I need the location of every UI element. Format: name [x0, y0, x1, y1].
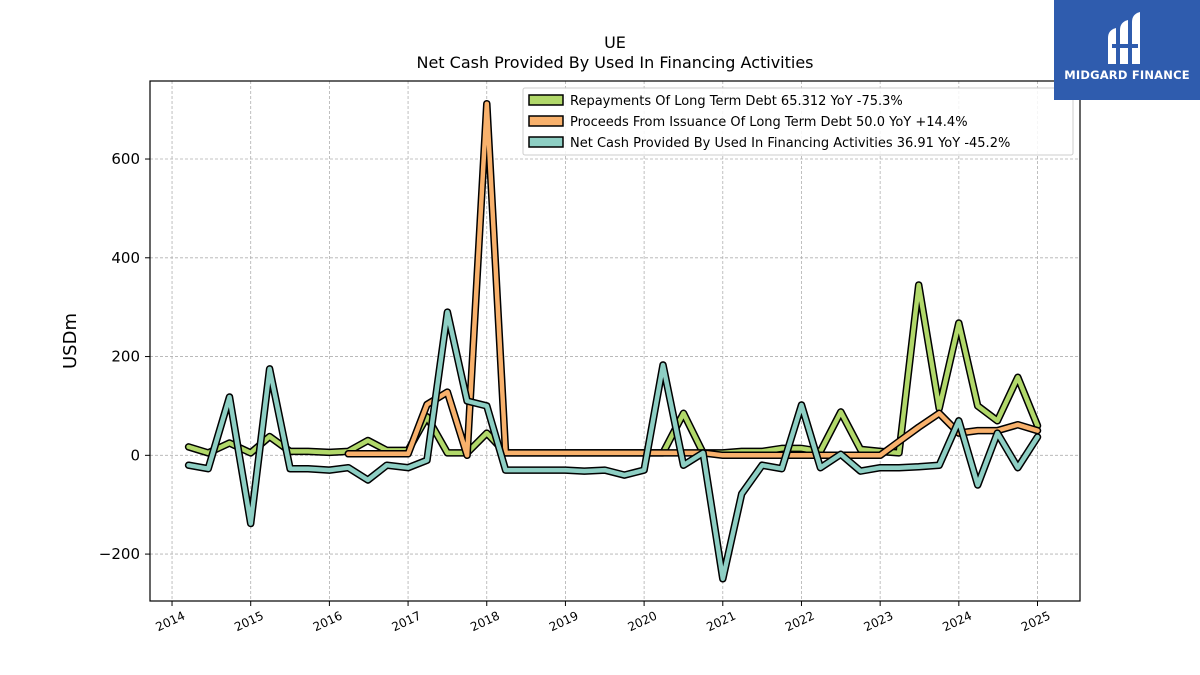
x-tick-label: 2015 — [232, 609, 266, 635]
series-line-1 — [346, 101, 1040, 458]
legend-label: Proceeds From Issuance Of Long Term Debt… — [570, 115, 968, 130]
series-line-0 — [186, 282, 1040, 456]
series-line-2 — [186, 309, 1040, 582]
legend-label: Repayments Of Long Term Debt 65.312 YoY … — [570, 94, 903, 109]
midgard-logo: MIDGARD FINANCE — [1054, 0, 1200, 100]
x-tick-label: 2018 — [468, 609, 502, 635]
x-tick-label: 2021 — [704, 609, 738, 635]
x-tick-label: 2017 — [390, 609, 424, 635]
logo-text: MIDGARD FINANCE — [1064, 68, 1190, 82]
legend: Repayments Of Long Term Debt 65.312 YoY … — [522, 87, 1074, 156]
x-tick-label: 2022 — [783, 609, 817, 635]
y-axis-label: USDm — [60, 313, 81, 369]
legend-swatch — [528, 136, 564, 148]
y-tick-label: −200 — [99, 545, 140, 563]
chart-title: UE — [604, 33, 626, 52]
x-tick-label: 2023 — [862, 609, 896, 635]
legend-swatch — [528, 115, 564, 127]
grid — [150, 81, 1080, 601]
axes: 2014 2015 2016 2017 2018 2019 2020 2021 2022 2023… — [99, 150, 1053, 634]
x-tick-label: 2025 — [1019, 609, 1053, 635]
legend-box — [522, 87, 1074, 156]
y-tick-label: 400 — [111, 249, 140, 267]
x-tick-label: 2024 — [940, 609, 974, 635]
y-tick-label: 200 — [111, 348, 140, 366]
legend-label: Net Cash Provided By Used In Financing A… — [570, 136, 1010, 151]
x-tick-label: 2019 — [547, 609, 581, 635]
x-tick-label: 2020 — [626, 609, 660, 635]
x-tick-label: 2016 — [311, 609, 345, 635]
midgard-logo-icon — [1108, 12, 1140, 64]
y-tick-label: 0 — [130, 446, 140, 464]
plot-frame — [149, 80, 1081, 602]
legend-swatch — [528, 94, 564, 106]
plot-lines — [184, 99, 1042, 583]
x-tick-label: 2014 — [154, 609, 188, 635]
chart-subtitle: Net Cash Provided By Used In Financing A… — [416, 53, 813, 72]
y-tick-label: 600 — [111, 150, 140, 168]
